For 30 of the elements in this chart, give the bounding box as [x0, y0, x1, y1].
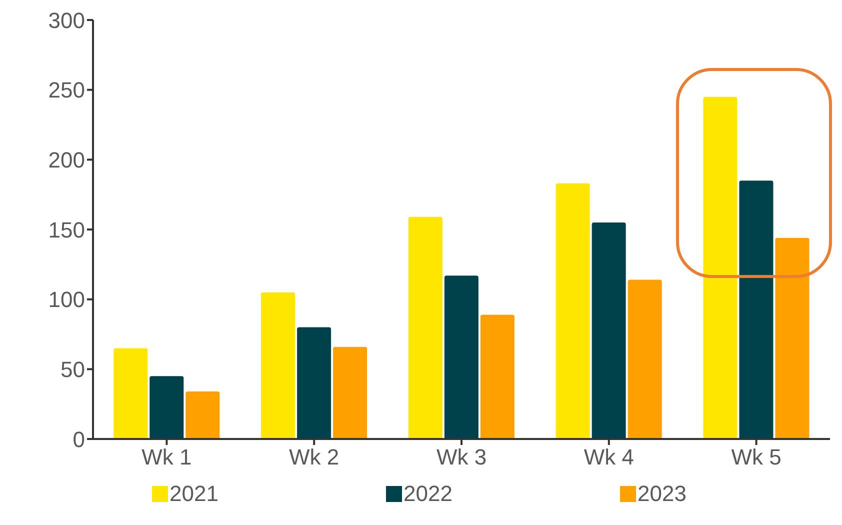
bar [114, 348, 148, 439]
x-tick-label: Wk 3 [436, 444, 487, 470]
bar [703, 96, 738, 439]
bar [150, 376, 184, 439]
legend-label: 2022 [402, 481, 452, 507]
x-tick-label: Wk 4 [584, 444, 634, 470]
bar [261, 292, 296, 439]
y-tick-label: 50 [60, 356, 85, 382]
legend-label: 2021 [168, 481, 218, 507]
bar [186, 392, 220, 439]
y-tick-label: 100 [48, 287, 85, 312]
x-tick-label: Wk 1 [142, 444, 192, 470]
bar [628, 280, 662, 439]
bar [556, 183, 590, 439]
y-tick-label: 250 [48, 78, 85, 103]
y-tick-label: 300 [48, 8, 85, 33]
x-tick-label: Wk 2 [289, 444, 340, 470]
y-tick-label: 150 [48, 217, 85, 242]
bar [333, 346, 368, 439]
y-tick-label: 200 [48, 147, 85, 172]
legend-label: 2023 [636, 481, 686, 507]
bar [408, 216, 442, 439]
x-tick-label: Wk 5 [731, 444, 782, 470]
y-tick-label: 0 [72, 426, 85, 452]
bar [775, 238, 810, 439]
bar [739, 180, 774, 439]
bar [480, 314, 514, 439]
bar [297, 327, 332, 439]
bar [444, 276, 478, 439]
bar [592, 222, 626, 439]
